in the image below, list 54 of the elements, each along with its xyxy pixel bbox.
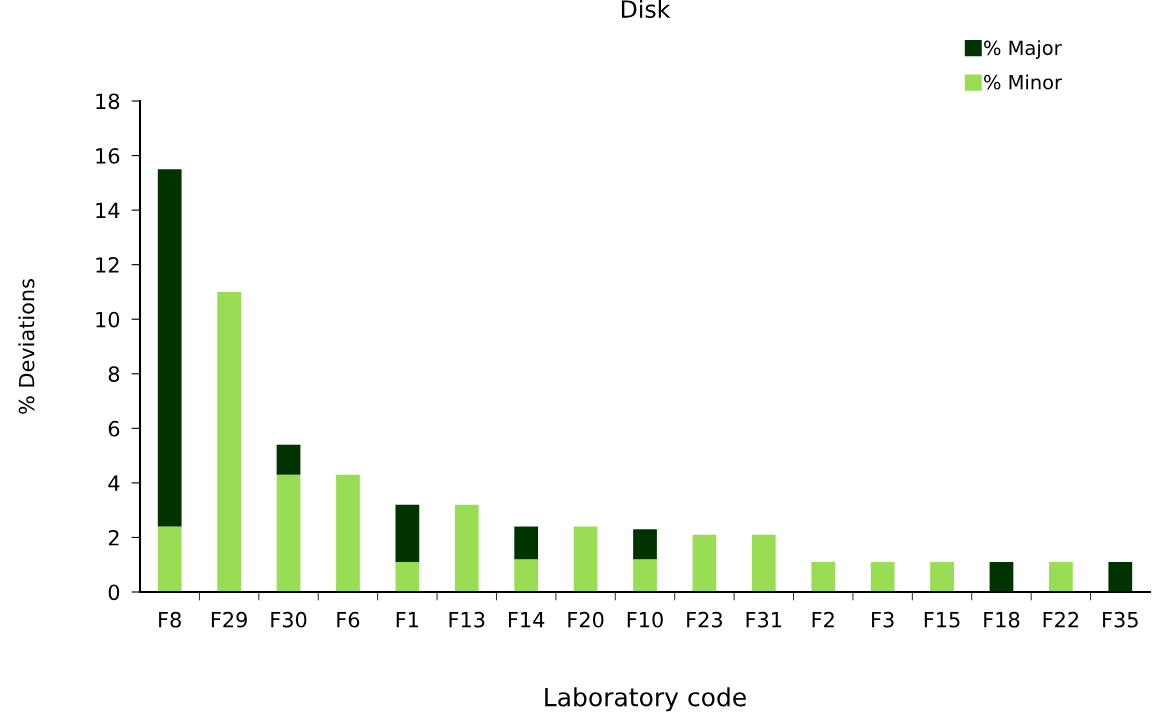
x-tick-label: F18 — [984, 611, 1020, 628]
y-tick-label: 0 — [108, 584, 120, 601]
x-tick-label: F15 — [924, 612, 960, 628]
bar — [395, 504, 420, 562]
y-tick-label: 6 — [108, 420, 120, 437]
bar — [989, 561, 1014, 592]
x-tick-label: F14 — [508, 612, 545, 628]
y-tick-label: 2 — [108, 529, 119, 546]
x-tick-label: F3 — [872, 611, 894, 628]
x-tick-label: F2 — [812, 611, 834, 628]
y-tick-label: 8 — [108, 366, 120, 382]
x-tick-label: F31 — [746, 611, 782, 628]
y-tick-label: 4 — [108, 475, 120, 491]
bar — [514, 559, 539, 592]
y-tick-label: 18 — [96, 93, 120, 110]
x-tick-label: F29 — [211, 611, 247, 628]
x-tick-label: F22 — [1043, 611, 1079, 628]
legend-label: % Minor — [984, 74, 1063, 90]
bar — [930, 561, 954, 592]
bar — [276, 474, 301, 592]
x-tick-label: F35 — [1103, 611, 1138, 628]
x-tick-label: F13 — [449, 611, 485, 628]
bar — [157, 169, 182, 527]
bar — [633, 559, 657, 592]
bar — [811, 561, 836, 592]
bar — [514, 526, 539, 560]
x-tick-label: F20 — [568, 611, 604, 628]
x-tick-label: F8 — [159, 611, 181, 628]
bar — [454, 504, 479, 592]
x-axis-title: Laboratory code — [545, 687, 746, 712]
bar — [217, 291, 241, 592]
legend-label: % Major — [984, 40, 1062, 59]
bar — [1049, 561, 1073, 592]
y-axis-title: % Deviations — [18, 279, 35, 414]
y-tick-label: 10 — [96, 311, 120, 328]
y-tick-label: 16 — [96, 148, 120, 164]
chart-title: Disk — [621, 0, 671, 18]
bar — [1108, 561, 1133, 592]
y-tick-label: 12 — [96, 257, 119, 273]
bar — [573, 526, 598, 592]
x-tick-label: F10 — [627, 611, 663, 628]
bar — [633, 529, 657, 560]
bar — [157, 526, 182, 592]
x-tick-label: F23 — [687, 611, 722, 628]
bar — [276, 444, 301, 475]
x-tick-label: F6 — [337, 611, 360, 628]
y-tick-label: 14 — [96, 202, 120, 219]
x-tick-label: F30 — [271, 611, 307, 628]
x-tick-label: F1 — [396, 612, 419, 628]
bar — [692, 534, 717, 592]
bar — [870, 561, 895, 592]
bar — [336, 474, 360, 592]
bar — [751, 534, 776, 592]
bar — [395, 561, 420, 592]
